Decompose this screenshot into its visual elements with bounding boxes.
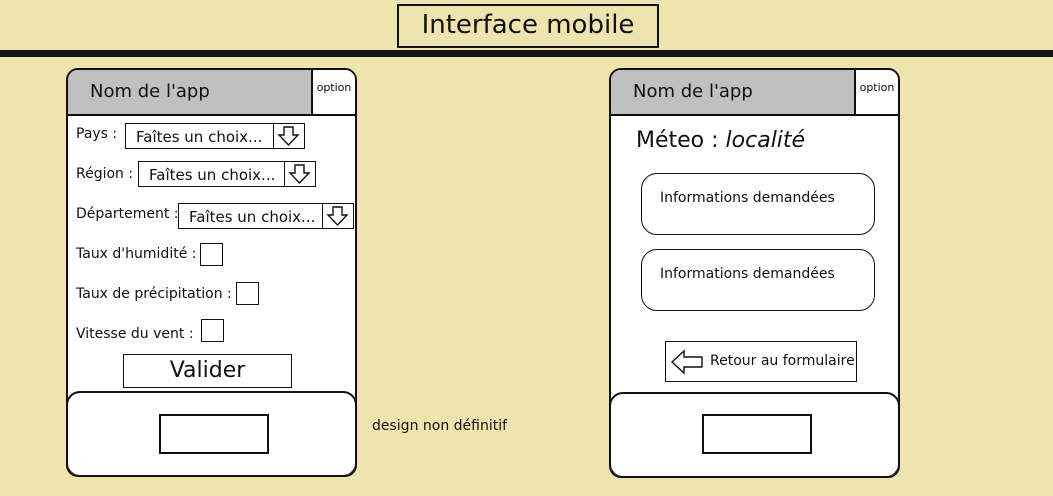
meteo-location: localité (725, 128, 806, 153)
select-value: Faîtes un choix... (149, 166, 276, 184)
home-button[interactable] (702, 414, 812, 454)
option-button[interactable]: option (854, 70, 898, 116)
departement-select[interactable]: Faîtes un choix... (178, 203, 354, 229)
select-value: Faîtes un choix... (136, 128, 263, 146)
phone-footer (68, 391, 355, 475)
region-select[interactable]: Faîtes un choix... (138, 161, 316, 187)
vent-label: Vitesse du vent : (76, 326, 194, 342)
back-label: Retour au formulaire (710, 353, 855, 369)
down-arrow-icon (284, 162, 315, 186)
divider (0, 50, 1053, 57)
option-button[interactable]: option (311, 70, 355, 116)
app-name: Nom de l'app (90, 81, 210, 102)
meteo-prefix: Méteo : (636, 128, 719, 153)
phone-form-screen: Nom de l'app option Pays : Faîtes un cho… (66, 68, 357, 477)
info-text: Informations demandées (660, 190, 835, 206)
humidite-label: Taux d'humidité : (76, 246, 197, 262)
select-value: Faîtes un choix... (189, 208, 316, 226)
region-label: Région : (76, 166, 134, 182)
home-button[interactable] (159, 414, 269, 454)
app-header: Nom de l'app option (68, 70, 355, 116)
departement-label: Département : (76, 206, 179, 222)
pays-label: Pays : (76, 126, 118, 142)
info-panel-1: Informations demandées (641, 173, 875, 235)
validate-button[interactable]: Valider (123, 354, 292, 388)
info-text: Informations demandées (660, 266, 835, 282)
pays-select[interactable]: Faîtes un choix... (125, 123, 305, 149)
page-title: Interface mobile (397, 4, 659, 48)
info-panel-2: Informations demandées (641, 249, 875, 311)
phone-result-screen: Nom de l'app option Méteo : localité Inf… (609, 68, 900, 478)
down-arrow-icon (273, 124, 304, 148)
left-arrow-icon (670, 348, 704, 380)
down-arrow-icon (322, 204, 353, 228)
back-to-form-button[interactable]: Retour au formulaire (665, 341, 857, 382)
precipitation-checkbox[interactable] (236, 282, 259, 305)
vent-checkbox[interactable] (201, 319, 224, 342)
app-header: Nom de l'app option (611, 70, 898, 116)
humidite-checkbox[interactable] (200, 243, 223, 266)
app-name: Nom de l'app (633, 81, 753, 102)
phone-footer (611, 392, 898, 476)
meteo-title: Méteo : localité (636, 128, 805, 153)
note-text: design non définitif (372, 418, 508, 434)
precipitation-label: Taux de précipitation : (76, 286, 232, 302)
